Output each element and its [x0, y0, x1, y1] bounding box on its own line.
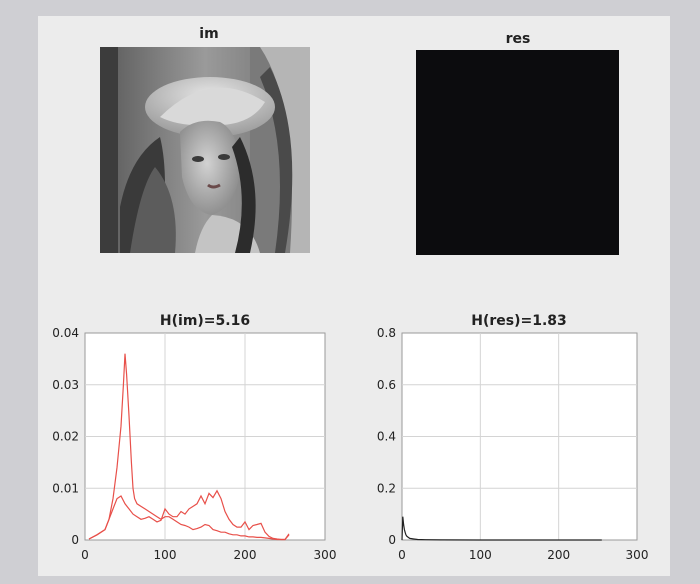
y-tick-label: 0 [388, 533, 396, 547]
x-tick-label: 0 [398, 548, 406, 562]
series-line-0 [88, 353, 290, 541]
y-tick-label: 0.02 [52, 430, 79, 444]
grayscale-photo [100, 47, 310, 253]
histogram-res: 0 100 200 300 0 0.2 0.4 0.6 0.8 H(res)=1.83 [377, 313, 649, 562]
x-tick-label: 100 [469, 548, 492, 562]
y-tick-label: 0.04 [52, 326, 79, 340]
chart-title: H(im)=5.16 [160, 313, 250, 329]
result-image [416, 50, 619, 255]
x-tick-label: 0 [81, 548, 89, 562]
image-title-res: res [505, 31, 531, 47]
x-tick-label: 300 [314, 548, 337, 562]
series-line-1 [88, 489, 290, 541]
histogram-im: 0 100 200 300 0 0.01 0.02 0.03 0.04 H(im)=5.16 [52, 313, 336, 562]
chart-title: H(res)=1.83 [471, 313, 567, 329]
y-tick-label: 0.2 [377, 481, 396, 495]
x-tick-label: 200 [547, 548, 570, 562]
x-tick-label: 100 [154, 548, 177, 562]
x-tick-label: 300 [626, 548, 649, 562]
series-line-0 [401, 516, 602, 541]
y-tick-label: 0.03 [52, 378, 79, 392]
y-tick-label: 0.8 [377, 326, 396, 340]
image-title-im: im [199, 26, 219, 42]
y-tick-label: 0.01 [52, 481, 79, 495]
x-tick-label: 200 [234, 548, 257, 562]
y-tick-label: 0.4 [377, 430, 396, 444]
y-tick-label: 0 [71, 533, 79, 547]
y-tick-label: 0.6 [377, 378, 396, 392]
